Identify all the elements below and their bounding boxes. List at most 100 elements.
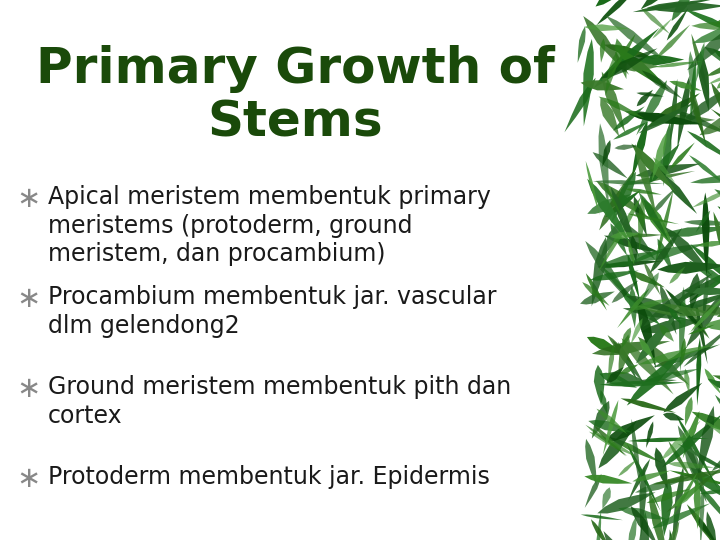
Polygon shape <box>702 192 710 276</box>
Polygon shape <box>653 157 675 183</box>
Polygon shape <box>653 191 673 272</box>
Polygon shape <box>592 401 610 438</box>
Polygon shape <box>585 474 601 508</box>
Polygon shape <box>661 421 701 460</box>
Polygon shape <box>685 9 720 39</box>
Polygon shape <box>592 341 670 355</box>
Polygon shape <box>585 439 597 487</box>
Polygon shape <box>599 218 623 262</box>
Polygon shape <box>618 342 637 381</box>
Polygon shape <box>628 112 703 124</box>
Polygon shape <box>681 338 686 366</box>
Polygon shape <box>628 254 640 301</box>
Polygon shape <box>625 188 662 194</box>
Polygon shape <box>667 462 714 468</box>
Polygon shape <box>652 345 720 368</box>
Polygon shape <box>593 152 628 178</box>
Polygon shape <box>677 76 690 150</box>
Polygon shape <box>665 227 712 276</box>
Polygon shape <box>588 179 631 244</box>
Polygon shape <box>684 369 690 394</box>
Polygon shape <box>690 467 720 502</box>
Polygon shape <box>639 192 669 241</box>
Polygon shape <box>628 240 634 266</box>
Polygon shape <box>599 373 637 388</box>
Polygon shape <box>662 413 720 468</box>
Polygon shape <box>600 38 606 63</box>
Text: ∗: ∗ <box>16 285 40 313</box>
Polygon shape <box>696 338 701 406</box>
Polygon shape <box>611 280 639 303</box>
Polygon shape <box>593 180 665 184</box>
Polygon shape <box>603 531 644 540</box>
Polygon shape <box>636 80 667 136</box>
Polygon shape <box>598 123 608 208</box>
Polygon shape <box>592 237 607 307</box>
Polygon shape <box>711 109 720 154</box>
Polygon shape <box>588 420 633 433</box>
Polygon shape <box>608 344 614 382</box>
Polygon shape <box>621 399 676 413</box>
Polygon shape <box>663 383 702 413</box>
Polygon shape <box>672 0 699 21</box>
Polygon shape <box>679 287 685 372</box>
Polygon shape <box>590 271 639 281</box>
Polygon shape <box>670 79 678 147</box>
Text: Procambium membentuk jar. vascular
dlm gelendong2: Procambium membentuk jar. vascular dlm g… <box>48 285 497 338</box>
Polygon shape <box>605 190 642 217</box>
Text: Primary Growth of
Stems: Primary Growth of Stems <box>35 45 554 147</box>
Polygon shape <box>631 144 676 192</box>
Polygon shape <box>638 195 645 251</box>
Polygon shape <box>678 426 701 477</box>
Polygon shape <box>658 114 716 125</box>
Polygon shape <box>639 102 696 133</box>
Polygon shape <box>585 475 632 484</box>
Polygon shape <box>714 212 720 279</box>
Polygon shape <box>624 233 662 238</box>
Polygon shape <box>634 196 647 237</box>
Polygon shape <box>715 13 720 24</box>
Polygon shape <box>698 51 709 112</box>
Polygon shape <box>626 296 683 314</box>
Polygon shape <box>704 47 720 78</box>
Polygon shape <box>635 476 691 492</box>
Polygon shape <box>564 78 595 132</box>
Polygon shape <box>642 272 659 302</box>
Polygon shape <box>633 0 719 12</box>
Polygon shape <box>613 121 649 140</box>
Polygon shape <box>713 49 720 79</box>
Polygon shape <box>632 470 670 482</box>
Polygon shape <box>690 173 720 184</box>
Polygon shape <box>597 0 649 25</box>
Polygon shape <box>637 296 656 368</box>
Polygon shape <box>633 244 706 261</box>
Polygon shape <box>678 299 710 339</box>
Polygon shape <box>604 44 656 59</box>
Polygon shape <box>638 336 689 386</box>
Polygon shape <box>639 512 649 540</box>
Polygon shape <box>602 72 626 133</box>
Polygon shape <box>642 70 683 99</box>
Polygon shape <box>674 484 701 507</box>
Polygon shape <box>654 62 702 68</box>
Polygon shape <box>591 519 611 540</box>
Polygon shape <box>647 93 700 127</box>
Polygon shape <box>687 131 720 164</box>
Polygon shape <box>705 368 720 394</box>
Polygon shape <box>663 174 697 214</box>
Polygon shape <box>669 308 682 325</box>
Polygon shape <box>684 220 720 226</box>
Polygon shape <box>600 266 642 310</box>
Polygon shape <box>707 379 720 393</box>
Polygon shape <box>608 335 635 367</box>
Polygon shape <box>632 299 670 310</box>
Polygon shape <box>599 167 636 231</box>
Polygon shape <box>593 510 601 540</box>
Polygon shape <box>610 34 636 77</box>
Polygon shape <box>580 292 615 305</box>
Polygon shape <box>618 459 638 476</box>
Polygon shape <box>615 38 626 79</box>
Text: Apical meristem membentuk primary
meristems (protoderm, ground
meristem, dan pro: Apical meristem membentuk primary merist… <box>48 185 491 267</box>
Polygon shape <box>598 251 665 268</box>
Polygon shape <box>669 470 720 488</box>
